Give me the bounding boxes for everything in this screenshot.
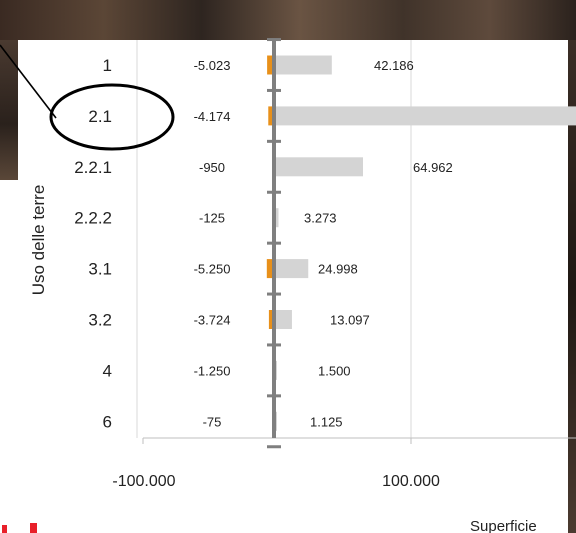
negative-value-label: -5.250 <box>194 262 231 277</box>
bar-positive-4 <box>276 360 277 380</box>
zero-axis <box>267 38 281 449</box>
positive-value-label: 1.125 <box>310 414 343 429</box>
chart-bars <box>266 55 576 431</box>
chart-grid <box>136 40 576 444</box>
bar-positive-1 <box>276 55 332 75</box>
negative-value-label: -5.023 <box>194 58 231 73</box>
positive-value-label: 64.962 <box>413 160 453 175</box>
y-axis-label: Uso delle terre <box>29 185 48 296</box>
category-label: 6 <box>103 412 112 431</box>
background-photo-right <box>568 40 576 533</box>
bar-positive-3.2 <box>276 310 292 329</box>
positive-value-label: 24.998 <box>318 262 358 277</box>
bar-negative-3.1 <box>266 259 274 279</box>
chart-labels: 1 -5.023 42.186 2.1 -4.174 2.2.1 -950 64.962 2.2… <box>74 56 453 490</box>
negative-value-label: -1.250 <box>194 363 231 378</box>
category-label: 2.2.1 <box>74 158 112 177</box>
bar-positive-2.1 <box>276 106 576 126</box>
bar-negative-2.1 <box>268 106 274 126</box>
category-label: 3.1 <box>88 260 112 279</box>
x-axis-label: Superficie <box>470 518 537 533</box>
category-label: 4 <box>103 361 112 380</box>
negative-value-label: -125 <box>199 211 225 226</box>
x-tick-label: -100.000 <box>112 473 175 490</box>
callout-line <box>0 44 57 119</box>
background-photo-left <box>0 40 18 180</box>
bar-positive-6 <box>276 411 277 431</box>
positive-value-label: 3.273 <box>304 211 337 226</box>
x-tick-label: 100.000 <box>382 473 440 490</box>
negative-value-label: -4.174 <box>194 109 231 124</box>
negative-value-label: -3.724 <box>194 313 231 328</box>
bar-negative-3.2 <box>268 310 274 329</box>
bar-negative-1 <box>267 55 274 75</box>
positive-value-label: 1.500 <box>318 363 351 378</box>
category-label: 1 <box>103 56 112 75</box>
bar-positive-2.2.2 <box>276 208 279 228</box>
negative-value-label: -950 <box>199 160 225 175</box>
positive-value-label: 42.186 <box>374 58 414 73</box>
red-annotation-mark <box>2 523 37 533</box>
negative-value-label: -75 <box>203 414 222 429</box>
category-label: 2.1 <box>88 107 112 126</box>
background-photo-strip <box>0 0 576 40</box>
bar-positive-2.2.1 <box>276 157 363 177</box>
category-label: 2.2.2 <box>74 209 112 228</box>
highlight-ellipse <box>49 83 175 151</box>
positive-value-label: 13.097 <box>330 313 370 328</box>
category-label: 3.2 <box>88 311 112 330</box>
bar-positive-3.1 <box>276 259 309 279</box>
